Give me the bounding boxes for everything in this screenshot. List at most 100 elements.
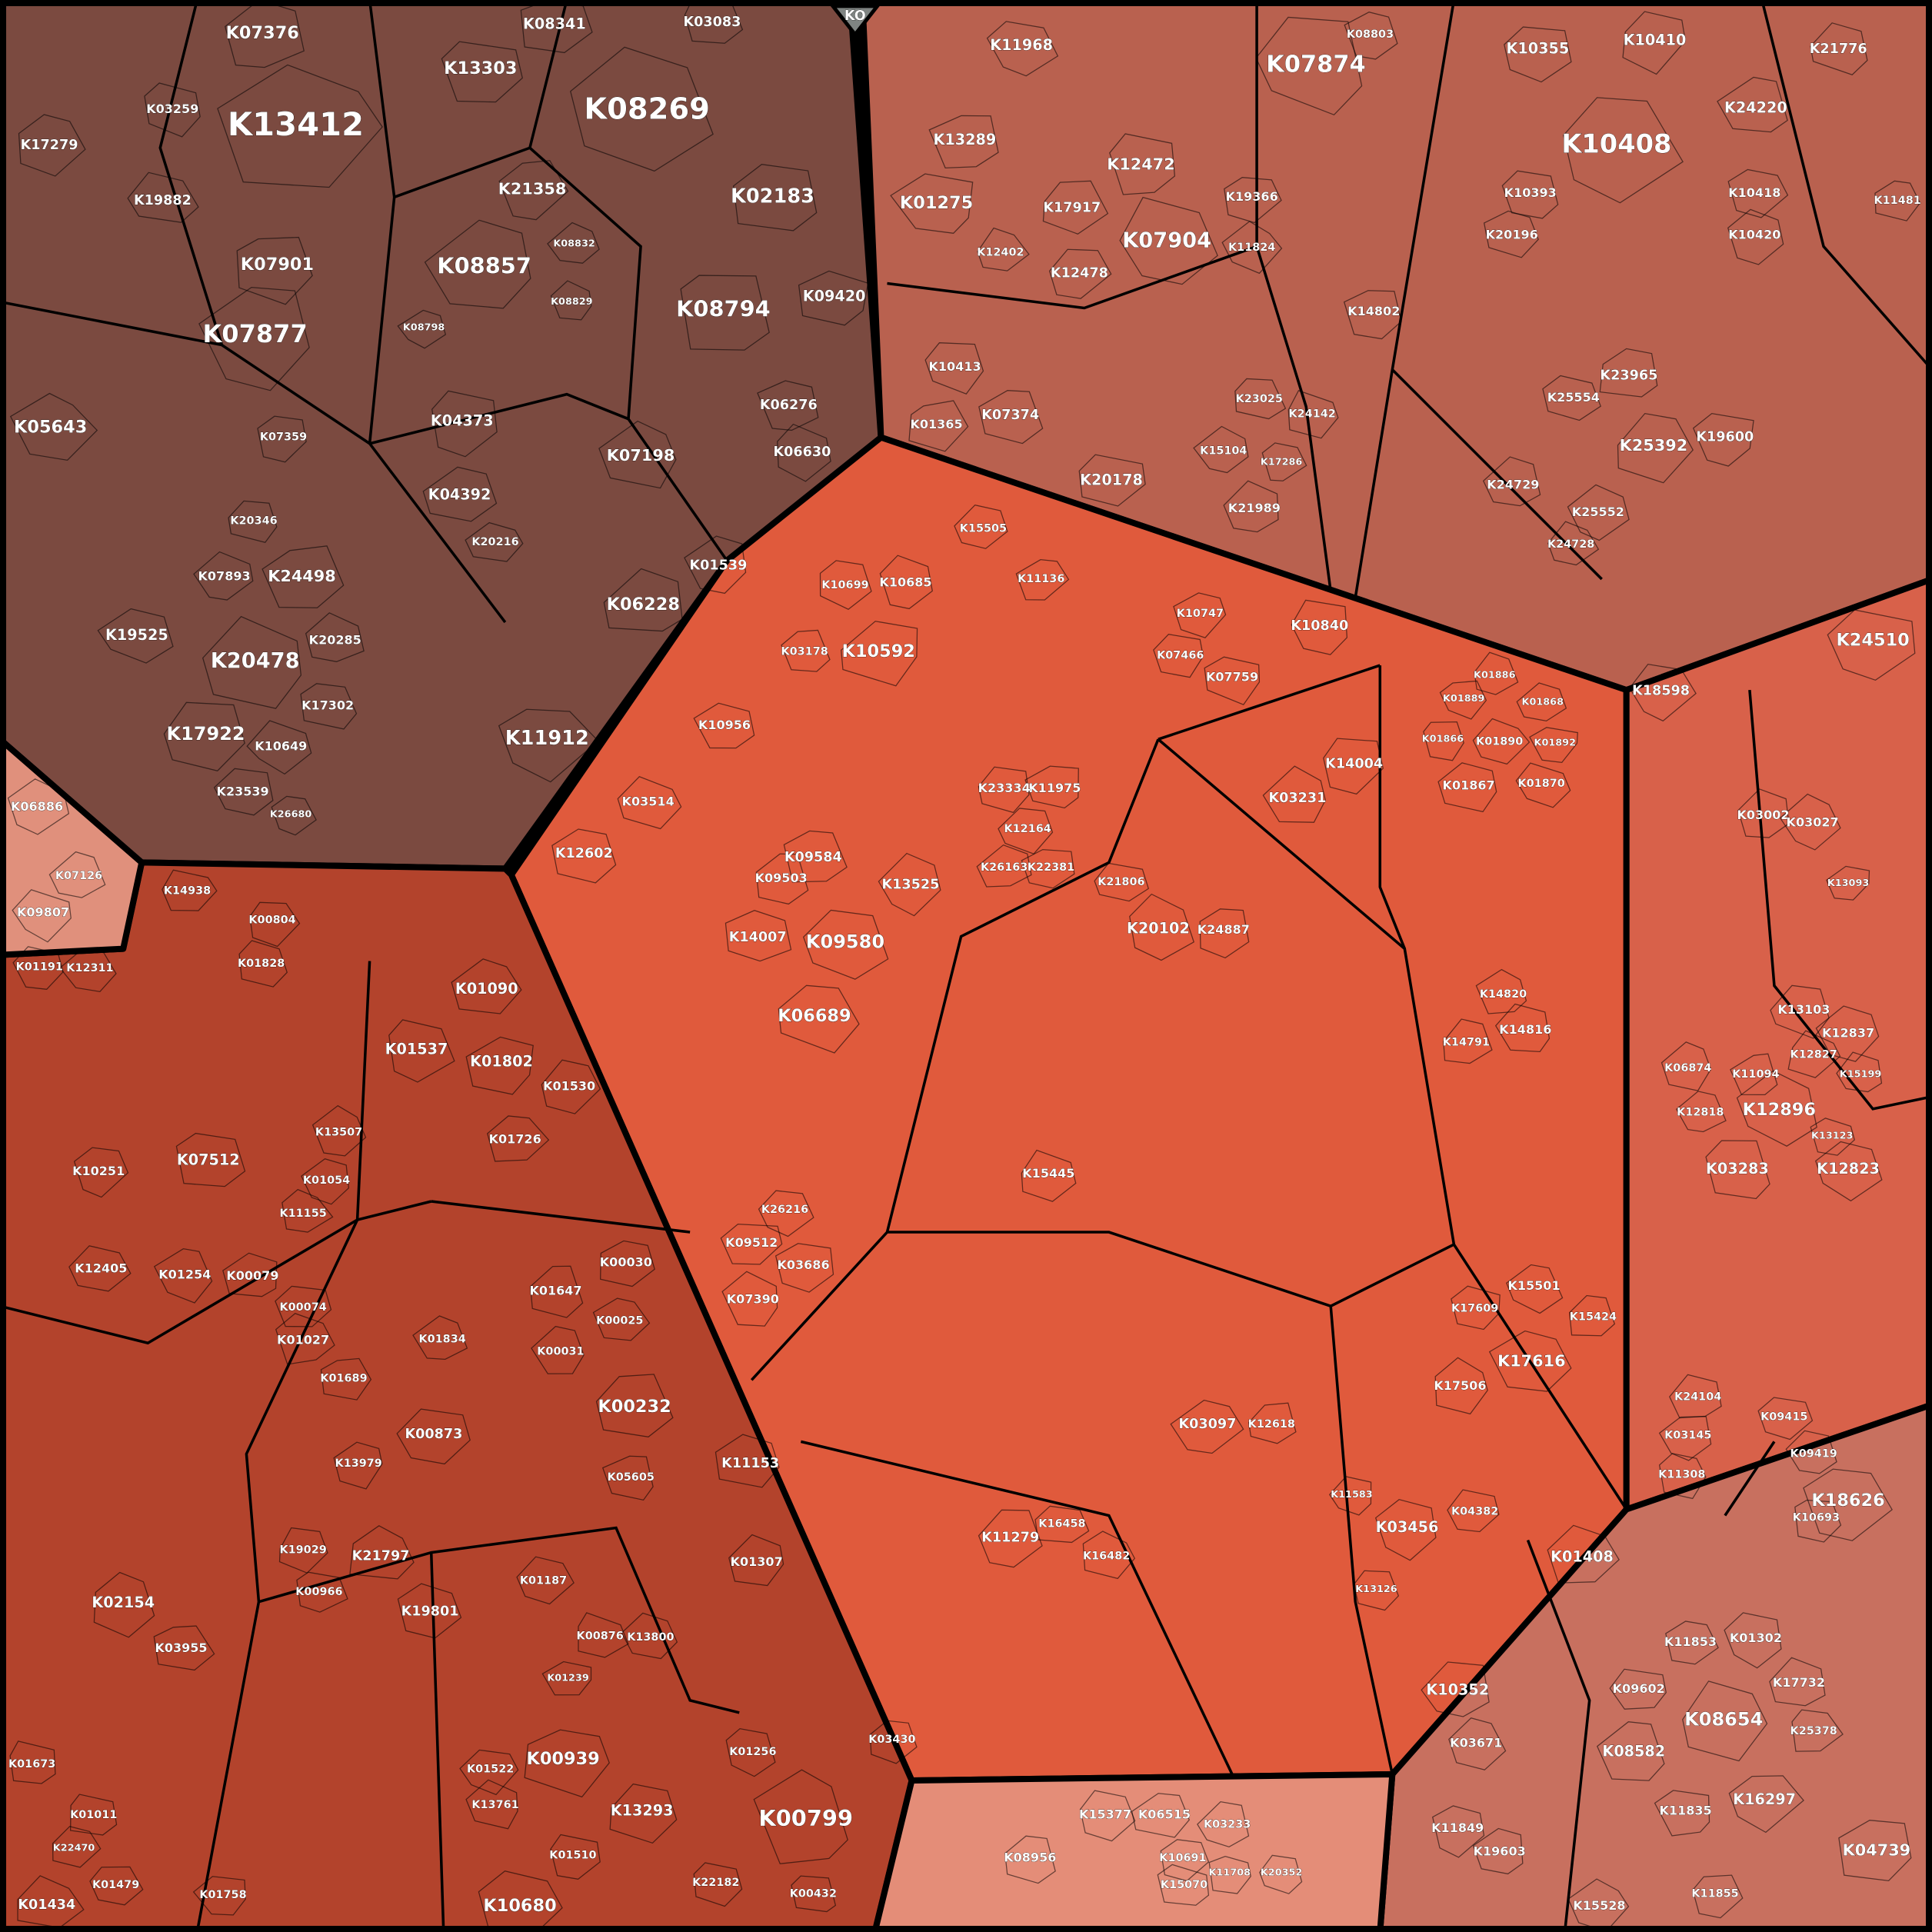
cell-label[interactable]: K00232 [598, 1397, 671, 1417]
cell-label[interactable]: K24104 [1674, 1391, 1722, 1404]
cell-label[interactable]: K07359 [260, 431, 308, 444]
cell-label[interactable]: K15445 [1022, 1166, 1075, 1181]
cell-label[interactable]: K17609 [1451, 1302, 1499, 1315]
cell-label[interactable]: K14816 [1499, 1022, 1552, 1038]
cell-label[interactable]: K13103 [1777, 1002, 1830, 1018]
cell-label[interactable]: K01834 [418, 1333, 466, 1346]
region-left-pink[interactable] [0, 736, 145, 958]
cell-label[interactable]: K06630 [773, 445, 831, 461]
cell-label[interactable]: K06276 [760, 398, 818, 414]
cell-label[interactable]: K07198 [607, 445, 675, 465]
cell-label[interactable]: K01689 [320, 1372, 368, 1385]
cell-label[interactable]: K10410 [1623, 31, 1687, 49]
cell-label[interactable]: K09807 [17, 904, 70, 920]
cell-label[interactable]: K01866 [1421, 733, 1464, 745]
cell-label[interactable]: K03456 [1375, 1518, 1439, 1537]
cell-label[interactable]: K11824 [1228, 242, 1276, 255]
cell-label[interactable]: K10685 [879, 575, 932, 590]
cell-label[interactable]: K11583 [1331, 1488, 1373, 1501]
cell-label[interactable]: K01647 [529, 1283, 582, 1298]
cell-label[interactable]: K00799 [758, 1805, 853, 1832]
cell-label[interactable]: K04392 [428, 485, 491, 504]
cell-label[interactable]: K26163 [981, 861, 1028, 874]
cell-label[interactable]: K09602 [1612, 1681, 1665, 1697]
cell-label[interactable]: K07466 [1157, 649, 1204, 662]
cell-label[interactable]: K13525 [881, 877, 939, 893]
cell-label[interactable]: K12818 [1677, 1106, 1724, 1119]
cell-label[interactable]: K12823 [1817, 1160, 1880, 1178]
cell-label[interactable]: K01867 [1442, 778, 1495, 793]
cell-label[interactable]: K12602 [555, 846, 613, 862]
cell-label[interactable]: K01537 [385, 1040, 448, 1058]
cell-label[interactable]: K10420 [1728, 227, 1781, 242]
cell-label[interactable]: K05643 [14, 417, 88, 438]
cell-label[interactable]: K23025 [1235, 393, 1283, 406]
cell-label[interactable]: K01802 [470, 1052, 533, 1071]
cell-label[interactable]: K23965 [1600, 368, 1657, 384]
cell-label[interactable]: K12827 [1790, 1048, 1837, 1061]
cell-label[interactable]: K12402 [977, 246, 1024, 259]
cell-label[interactable]: K13507 [315, 1126, 363, 1139]
cell-label[interactable]: K01892 [1534, 737, 1576, 749]
cell-label[interactable]: K13412 [228, 105, 365, 144]
cell-label[interactable]: K04739 [1842, 1840, 1911, 1860]
cell-label[interactable]: K03514 [621, 794, 675, 809]
cell-label[interactable]: K15528 [1573, 1898, 1626, 1914]
cell-label[interactable]: K15377 [1079, 1807, 1132, 1822]
cell-label[interactable]: K11968 [990, 35, 1053, 54]
cell-label[interactable]: K11155 [279, 1208, 327, 1221]
cell-label[interactable]: K15199 [1840, 1068, 1882, 1081]
cell-label[interactable]: K20196 [1485, 227, 1538, 242]
cell-label[interactable]: K21776 [1810, 42, 1867, 58]
cell-label[interactable]: K19525 [105, 626, 168, 645]
cell-label[interactable]: K01889 [1443, 693, 1485, 705]
cell-label[interactable]: K24142 [1288, 408, 1336, 421]
cell-label[interactable]: K17302 [301, 698, 355, 713]
cell-label[interactable]: K07376 [225, 22, 299, 43]
cell-label[interactable]: K10251 [72, 1164, 125, 1179]
cell-label[interactable]: K01539 [689, 558, 748, 574]
cell-label[interactable]: K15424 [1570, 1311, 1617, 1324]
cell-label[interactable]: K01302 [1730, 1631, 1783, 1646]
cell-label[interactable]: K14820 [1480, 988, 1527, 1001]
region-bottom-right[interactable] [1377, 1401, 1932, 1932]
cell-label[interactable]: K06228 [606, 595, 680, 615]
cell-label[interactable]: K22182 [692, 1877, 740, 1890]
cell-label[interactable]: K14802 [1347, 304, 1401, 319]
cell-label[interactable]: K24498 [268, 566, 336, 585]
cell-label[interactable]: K10352 [1426, 1681, 1489, 1699]
cell-label[interactable]: K19366 [1225, 189, 1278, 205]
cell-label[interactable]: K07759 [1206, 669, 1259, 685]
cell-label[interactable]: K22470 [53, 1842, 95, 1854]
cell-label[interactable]: K21797 [351, 1548, 410, 1564]
cell-label[interactable]: K01090 [455, 980, 518, 998]
cell-label[interactable]: K01191 [15, 961, 63, 974]
cell-label[interactable]: K00873 [405, 1426, 462, 1442]
cell-label[interactable]: K00030 [599, 1254, 652, 1270]
cell-label[interactable]: K08803 [1347, 28, 1394, 42]
cell-label[interactable]: K18598 [1632, 683, 1690, 699]
cell-label[interactable]: K11279 [981, 1530, 1039, 1546]
cell-label[interactable]: K09415 [1760, 1411, 1808, 1424]
cell-label[interactable]: K15070 [1161, 1879, 1208, 1892]
cell-label[interactable]: K03283 [1706, 1160, 1769, 1178]
cell-label[interactable]: K25392 [1619, 436, 1688, 455]
cell-label[interactable]: K26680 [270, 808, 312, 821]
cell-label[interactable]: K09503 [754, 870, 808, 885]
cell-label[interactable]: K12472 [1107, 155, 1175, 174]
cell-label[interactable]: K03178 [781, 645, 828, 658]
cell-label[interactable]: K08654 [1684, 1708, 1764, 1730]
cell-label[interactable]: K03097 [1178, 1417, 1237, 1433]
cell-label[interactable]: K04382 [1451, 1505, 1499, 1518]
cell-label[interactable]: K12405 [75, 1261, 128, 1276]
cell-label[interactable]: K01868 [1521, 696, 1564, 708]
cell-label[interactable]: K13761 [471, 1799, 519, 1812]
cell-label[interactable]: K08857 [437, 252, 531, 279]
cell-label[interactable]: K17732 [1773, 1675, 1826, 1690]
cell-label[interactable]: K20102 [1127, 919, 1190, 938]
cell-label[interactable]: K10355 [1506, 39, 1569, 58]
cell-label[interactable]: K10592 [841, 641, 915, 662]
cell-label[interactable]: K01275 [900, 193, 974, 214]
cell-label[interactable]: K03430 [868, 1734, 916, 1747]
cell-label[interactable]: K00966 [295, 1586, 343, 1599]
